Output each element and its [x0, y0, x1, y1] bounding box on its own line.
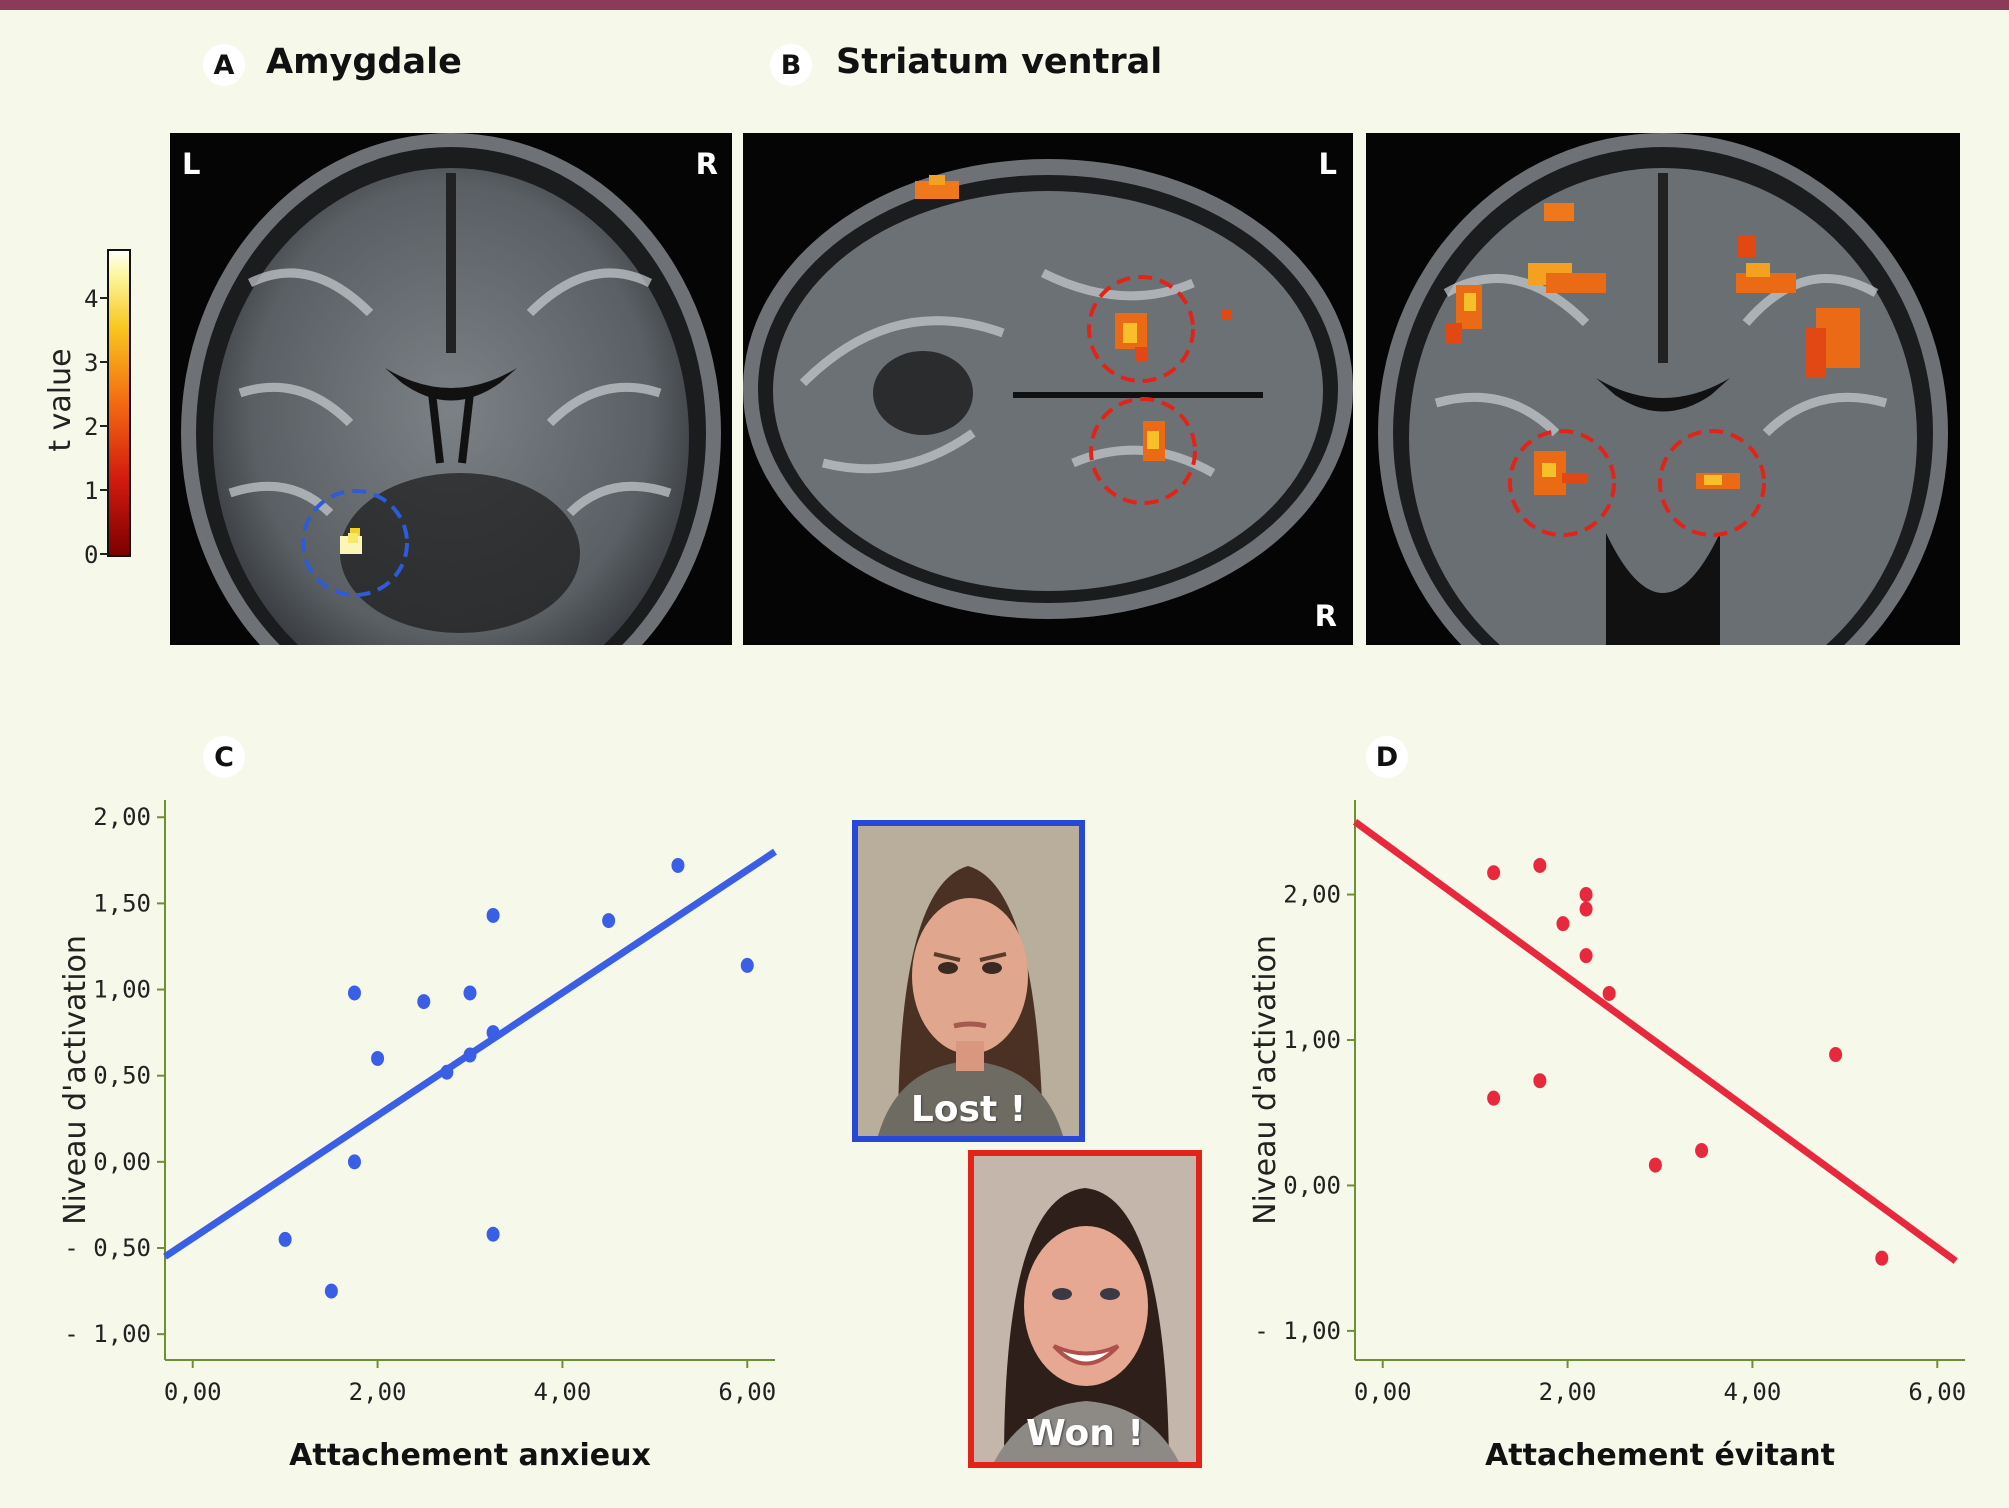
- mri-coronal-striatum: [1366, 133, 1960, 645]
- chart-d: - 1,00 0,00 1,00 2,00 0,00 2,00 4,00 6,00 Attach…: [1248, 800, 1966, 1473]
- x-tick-label: 6,00: [718, 1378, 776, 1406]
- y-tick-label: 2,00: [93, 803, 151, 831]
- y-axis-title: Niveau d'activation: [1248, 935, 1283, 1225]
- data-point: [324, 1283, 338, 1299]
- data-point: [1602, 985, 1616, 1001]
- data-point: [1579, 887, 1593, 903]
- panel-a-letter: A: [203, 44, 245, 86]
- data-point: [1829, 1047, 1843, 1063]
- x-tick-label: 2,00: [349, 1378, 407, 1406]
- x-tick-label: 2,00: [1539, 1378, 1597, 1406]
- y-tick-label: 1,00: [93, 976, 151, 1004]
- data-point: [1695, 1143, 1709, 1159]
- data-point: [1875, 1250, 1889, 1266]
- top-rule: [0, 0, 2009, 10]
- data-point: [347, 985, 361, 1001]
- mri-coronal-amygdala: L R: [170, 133, 732, 645]
- colorbar-label: t value: [43, 348, 78, 451]
- data-point: [486, 1025, 500, 1041]
- colorbar-tick-0: 0: [84, 541, 98, 569]
- panel-b-letter: B: [770, 44, 812, 86]
- y-tick-label: 1,00: [1283, 1026, 1341, 1054]
- face-lost: Lost !: [852, 820, 1085, 1142]
- data-point: [1487, 1090, 1501, 1106]
- y-tick-label: - 0,50: [64, 1234, 151, 1262]
- data-point: [1579, 901, 1593, 917]
- data-point: [278, 1231, 292, 1247]
- data-point: [440, 1064, 454, 1080]
- x-tick-label: 6,00: [1908, 1378, 1966, 1406]
- panel-d-letter: D: [1366, 736, 1408, 778]
- data-point: [463, 1047, 477, 1063]
- y-tick-label: 2,00: [1283, 881, 1341, 909]
- data-point: [1533, 857, 1547, 873]
- face-lost-caption: Lost !: [910, 1089, 1027, 1130]
- x-axis-title: Attachement évitant: [1485, 1438, 1835, 1473]
- data-point: [1579, 948, 1593, 964]
- data-point: [602, 913, 616, 929]
- data-point: [371, 1050, 385, 1066]
- data-point: [486, 907, 500, 923]
- panel-b-title: Striatum ventral: [836, 42, 1163, 82]
- colorbar-tick-2: 2: [84, 413, 98, 441]
- data-point: [1556, 916, 1570, 932]
- face-won-caption: Won !: [1026, 1413, 1144, 1454]
- y-axis-title: Niveau d'activation: [58, 935, 93, 1225]
- fit-line: [1352, 818, 1958, 1264]
- data-point: [1648, 1157, 1662, 1173]
- data-point: [671, 857, 685, 873]
- scan-a-right-label: R: [695, 147, 718, 181]
- data-point: [1487, 865, 1501, 881]
- y-tick-label: 1,50: [93, 889, 151, 917]
- scan-b-bottom-label: R: [1314, 599, 1337, 633]
- data-point: [347, 1154, 361, 1170]
- mri-axial-striatum: L R: [743, 133, 1353, 645]
- colorbar: 0 1 2 3 4 t value: [43, 249, 131, 569]
- face-won: Won !: [968, 1150, 1202, 1468]
- x-tick-label: 4,00: [534, 1378, 592, 1406]
- data-point: [740, 957, 754, 973]
- colorbar-tick-3: 3: [84, 349, 98, 377]
- scan-a-left-label: L: [182, 147, 201, 181]
- data-point: [486, 1226, 500, 1242]
- panel-a-title: Amygdale: [266, 42, 462, 82]
- x-tick-label: 4,00: [1724, 1378, 1782, 1406]
- colorbar-tick-1: 1: [84, 477, 98, 505]
- x-tick-label: 0,00: [164, 1378, 222, 1406]
- data-point: [1533, 1073, 1547, 1089]
- colorbar-ticks: 0 1 2 3 4: [84, 285, 108, 569]
- data-point: [463, 985, 477, 1001]
- x-tick-label: 0,00: [1354, 1378, 1412, 1406]
- scan-b-top-label: L: [1318, 147, 1337, 181]
- face-lost-photo: [858, 826, 1079, 1136]
- panel-c-letter: C: [203, 736, 245, 778]
- data-point: [417, 994, 431, 1010]
- y-tick-label: 0,50: [93, 1062, 151, 1090]
- y-tick-label: - 1,00: [1254, 1317, 1341, 1345]
- y-tick-label: 0,00: [93, 1148, 151, 1176]
- chart-c: - 1,00 - 0,50 0,00 0,50 1,00 1,50 2,00 0,00 2,00…: [58, 800, 777, 1473]
- face-won-photo: [974, 1156, 1196, 1462]
- colorbar-tick-4: 4: [84, 285, 98, 313]
- y-tick-label: 0,00: [1283, 1171, 1341, 1199]
- y-tick-label: - 1,00: [64, 1320, 151, 1348]
- x-axis-title: Attachement anxieux: [289, 1438, 651, 1473]
